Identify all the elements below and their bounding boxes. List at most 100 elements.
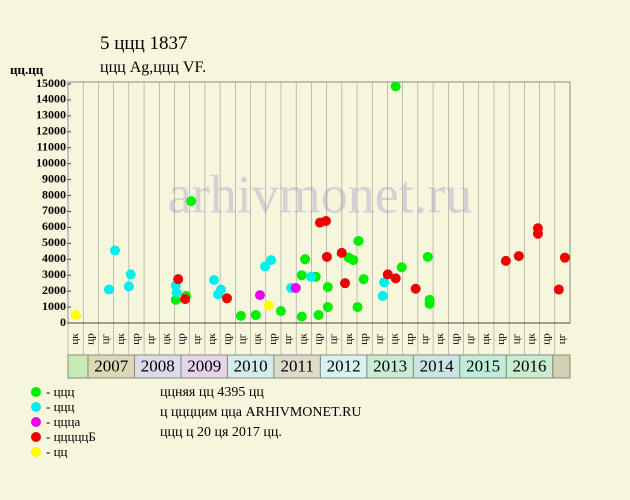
quarter-label: цр [495,333,507,345]
y-tick-label: 15000 [36,76,66,90]
y-tick-label: 4000 [42,251,66,265]
data-point [410,283,421,294]
year-label: 2009 [187,356,221,375]
data-point [396,262,407,273]
quarter-label: цг [145,333,157,344]
data-point [553,284,564,295]
data-point [221,293,232,304]
year-label: 2008 [141,356,175,375]
quarter-label: цр [176,333,188,345]
year-label: 2011 [280,356,313,375]
legend-label: - цццццБ [46,429,96,444]
data-point [290,282,301,293]
quarter-label: цг [236,333,248,344]
data-point [300,254,311,265]
data-point [320,216,331,227]
legend-marker [31,417,41,427]
note: ццняя цц 4395 цц [160,385,264,400]
year-cell [552,354,571,379]
year-label: 2015 [466,356,500,375]
data-point [263,300,274,311]
quarter-label: цк [434,333,446,345]
y-axis-label: цц.цц [10,62,44,77]
y-tick-label: 1000 [42,299,66,313]
legend-label: - цц [46,444,68,459]
data-point [186,196,197,207]
watermark: arhivmonet.ru [168,164,472,224]
year-label: 2010 [234,356,268,375]
data-point [321,251,332,262]
data-point [424,298,435,309]
data-point [171,287,182,298]
y-tick-label: 9000 [42,171,66,185]
data-point [180,294,191,305]
quarter-label: цк [343,333,355,345]
quarter-label: цр [313,333,325,345]
plot-area [67,81,571,324]
quarter-label: цк [526,333,538,345]
data-point [296,270,307,281]
y-tick-label: 2000 [42,283,66,297]
y-tick-label: 3000 [42,267,66,281]
y-tick-label: 11000 [37,139,66,153]
quarter-label: цр [358,333,370,345]
y-tick-label: 7000 [42,203,66,217]
data-point [559,252,570,263]
year-label: 2012 [327,356,361,375]
data-point [336,247,347,258]
quarter-label: цг [465,333,477,344]
quarter-label: цк [297,333,309,345]
data-point [379,277,390,288]
legend-label: - ццца [46,414,80,429]
data-point [215,284,226,295]
data-point [313,310,324,321]
data-point [125,269,136,280]
chart-subtitle: ццц Ag,ццц VF. [100,59,206,76]
data-point [173,274,184,285]
quarter-label: цг [100,333,112,344]
quarter-label: цр [449,333,461,345]
data-point [513,251,524,262]
data-point [358,274,369,285]
year-cell [67,354,89,379]
quarter-label: цг [282,333,294,344]
quarter-label: цг [373,333,385,344]
quarter-label: цр [541,333,553,345]
legend-marker [31,387,41,397]
y-tick-label: 8000 [42,187,66,201]
quarter-label: цр [267,333,279,345]
legend-label: - ццц [46,384,74,399]
data-point [353,235,364,246]
data-point [250,310,261,321]
legend-marker [31,402,41,412]
data-point [275,306,286,317]
data-point [352,302,363,313]
data-point [340,278,351,289]
data-point [70,310,81,321]
data-point [532,228,543,239]
legend-marker [31,432,41,442]
quarter-label: цк [389,333,401,345]
data-point [322,282,333,293]
year-label: 2013 [373,356,407,375]
data-point [260,261,271,272]
year-label: 2007 [94,356,129,375]
data-point [390,81,401,92]
quarter-label: цг [328,333,340,344]
legend-label: - ццц [46,399,74,414]
data-point [109,245,120,256]
quarter-label: цк [69,333,81,345]
quarter-label: цг [556,333,568,344]
y-tick-label: 10000 [36,155,66,169]
data-point [422,251,433,262]
y-tick-label: 6000 [42,219,66,233]
data-point [377,290,388,301]
quarter-label: цк [160,333,172,345]
quarter-label: цг [510,333,522,344]
chart-title: 5 ццц 1837 [100,33,188,54]
data-point [348,255,359,266]
note: ццц ц 20 ця 2017 цц. [160,425,282,440]
data-point [390,273,401,284]
y-tick-label: 14000 [36,92,66,106]
